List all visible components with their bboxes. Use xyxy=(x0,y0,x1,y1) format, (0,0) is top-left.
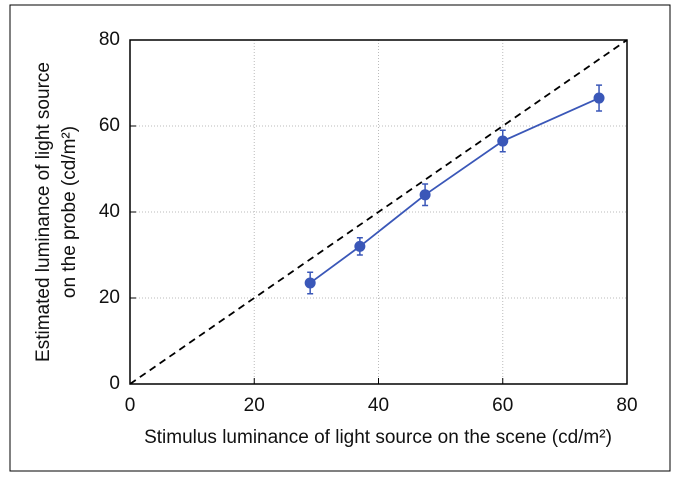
y-tick-label: 40 xyxy=(99,201,120,222)
data-point xyxy=(497,135,509,147)
plot-frame xyxy=(129,39,628,385)
x-tick-label: 60 xyxy=(492,395,513,416)
figure-frame xyxy=(9,4,671,472)
y-tick-label: 80 xyxy=(99,29,120,50)
y-tick-label: 0 xyxy=(109,373,120,394)
y-axis-label: Estimated luminance of light source xyxy=(33,62,54,362)
y-axis-label: on the probe (cd/m²) xyxy=(59,126,80,298)
x-axis-label: Stimulus luminance of light source on th… xyxy=(144,427,612,448)
data-point xyxy=(354,240,366,252)
data-point xyxy=(419,189,431,201)
x-tick-label: 40 xyxy=(368,395,389,416)
y-tick-label: 20 xyxy=(99,287,120,308)
x-tick-label: 20 xyxy=(244,395,265,416)
x-tick-label: 0 xyxy=(125,395,136,416)
data-point xyxy=(593,92,605,104)
data-point xyxy=(304,277,316,289)
y-tick-label: 60 xyxy=(99,115,120,136)
x-tick-label: 80 xyxy=(616,395,637,416)
identity-line xyxy=(129,39,628,385)
